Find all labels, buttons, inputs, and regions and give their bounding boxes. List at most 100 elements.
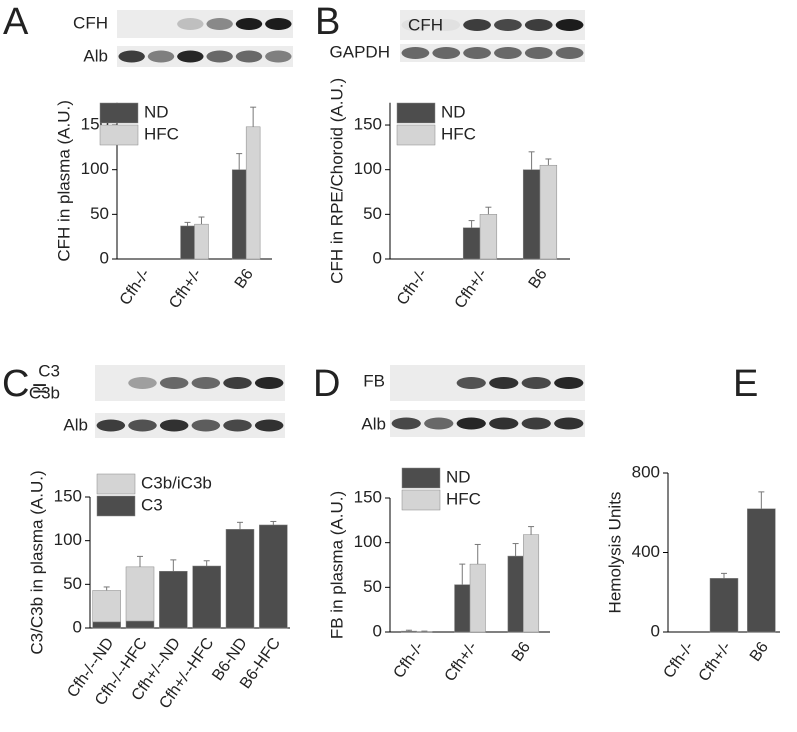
y-tick-label: 0 bbox=[373, 248, 382, 267]
y-tick-label: 50 bbox=[63, 574, 82, 593]
bar bbox=[455, 585, 470, 632]
legend-swatch bbox=[100, 103, 138, 123]
bar bbox=[126, 621, 154, 628]
bar bbox=[259, 525, 287, 628]
blot-band bbox=[522, 418, 551, 430]
blot-band bbox=[177, 18, 203, 30]
bar bbox=[226, 529, 254, 628]
blot-band bbox=[236, 51, 262, 63]
blot-label: CFH bbox=[408, 15, 443, 34]
blot-band bbox=[192, 420, 221, 432]
bar bbox=[401, 631, 416, 632]
y-tick-label: 50 bbox=[90, 204, 109, 223]
blot-label: C3 bbox=[38, 361, 60, 380]
panel-letter: A bbox=[3, 1, 29, 43]
legend-label: C3 bbox=[141, 495, 163, 514]
bar bbox=[232, 170, 246, 259]
blot-band bbox=[494, 47, 522, 59]
bar bbox=[126, 567, 154, 621]
blot-label: Alb bbox=[83, 46, 108, 65]
y-tick-label: 50 bbox=[363, 204, 382, 223]
legend-label: HFC bbox=[446, 489, 481, 508]
y-tick-label: 0 bbox=[100, 248, 109, 267]
blot-band bbox=[255, 377, 284, 389]
blot-band bbox=[463, 19, 491, 31]
blot-band bbox=[554, 418, 583, 430]
bar bbox=[159, 571, 187, 628]
x-tick-label: B6 bbox=[747, 639, 772, 665]
legend-swatch bbox=[97, 496, 135, 516]
blot-band bbox=[160, 377, 189, 389]
blot-band bbox=[223, 377, 252, 389]
y-tick-label: 150 bbox=[354, 487, 382, 506]
x-tick-label: Cfh+/- bbox=[442, 639, 481, 685]
legend-label: ND bbox=[441, 102, 466, 121]
blot-band bbox=[489, 418, 518, 430]
blot-label: Alb bbox=[63, 415, 88, 434]
x-tick-label: Cfh-/- bbox=[117, 266, 154, 309]
y-tick-label: 0 bbox=[651, 621, 660, 640]
panel-letter: D bbox=[313, 363, 340, 405]
bar bbox=[93, 622, 121, 628]
blot-band bbox=[554, 377, 583, 389]
blot-band bbox=[128, 377, 157, 389]
bar bbox=[523, 170, 540, 259]
blot-label: CFH bbox=[73, 13, 108, 32]
legend-swatch bbox=[97, 474, 135, 494]
blot-band bbox=[424, 418, 453, 430]
blot-band bbox=[525, 47, 553, 59]
legend-label: HFC bbox=[441, 124, 476, 143]
bar bbox=[480, 214, 497, 259]
x-tick-label: Cfh-/- bbox=[661, 639, 698, 682]
x-tick-label: B6 bbox=[526, 266, 551, 292]
y-tick-label: 100 bbox=[354, 532, 382, 551]
blot-band bbox=[463, 47, 491, 59]
blot-label: C3b bbox=[29, 383, 60, 402]
y-axis-label: CFH in plasma (A.U.) bbox=[54, 100, 73, 262]
y-axis-label: Hemolysis Units bbox=[605, 492, 624, 614]
blot-band bbox=[265, 51, 291, 63]
bar bbox=[193, 566, 221, 628]
y-tick-label: 800 bbox=[632, 462, 660, 481]
y-axis-label: FB in plasma (A.U.) bbox=[327, 491, 346, 639]
y-tick-label: 150 bbox=[354, 115, 382, 134]
blot-band bbox=[97, 420, 126, 432]
blot-band bbox=[192, 377, 221, 389]
bar bbox=[195, 224, 209, 259]
y-tick-label: 100 bbox=[81, 159, 109, 178]
y-tick-label: 150 bbox=[54, 486, 82, 505]
bar bbox=[470, 564, 485, 632]
bar bbox=[181, 226, 195, 259]
blot-band bbox=[148, 51, 174, 63]
bar bbox=[246, 127, 260, 259]
blot-label: GAPDH bbox=[330, 42, 390, 61]
x-tick-label: B6 bbox=[509, 639, 534, 665]
legend-label: ND bbox=[446, 467, 471, 486]
blot-band bbox=[128, 420, 157, 432]
blot-band bbox=[118, 51, 144, 63]
x-tick-label: Cfh+/- bbox=[696, 639, 735, 685]
blot-band bbox=[457, 377, 486, 389]
blot-band bbox=[177, 51, 203, 63]
y-axis-label: CFH in RPE/Choroid (A.U.) bbox=[327, 78, 346, 284]
x-tick-label: Cfh+/- bbox=[452, 266, 491, 312]
blot-band bbox=[255, 420, 284, 432]
legend-swatch bbox=[402, 490, 440, 510]
legend-swatch bbox=[402, 468, 440, 488]
legend-label: ND bbox=[144, 102, 169, 121]
legend-label: HFC bbox=[144, 124, 179, 143]
y-tick-label: 400 bbox=[632, 542, 660, 561]
x-tick-label: Cfh-/- bbox=[391, 639, 428, 682]
blot-band bbox=[223, 420, 252, 432]
bar bbox=[508, 556, 523, 632]
y-tick-label: 100 bbox=[54, 530, 82, 549]
blot-label: FB bbox=[363, 371, 385, 390]
blot-band bbox=[160, 420, 189, 432]
x-tick-label: Cfh-/- bbox=[394, 266, 431, 309]
blot-band bbox=[494, 19, 522, 31]
legend-swatch bbox=[100, 125, 138, 145]
